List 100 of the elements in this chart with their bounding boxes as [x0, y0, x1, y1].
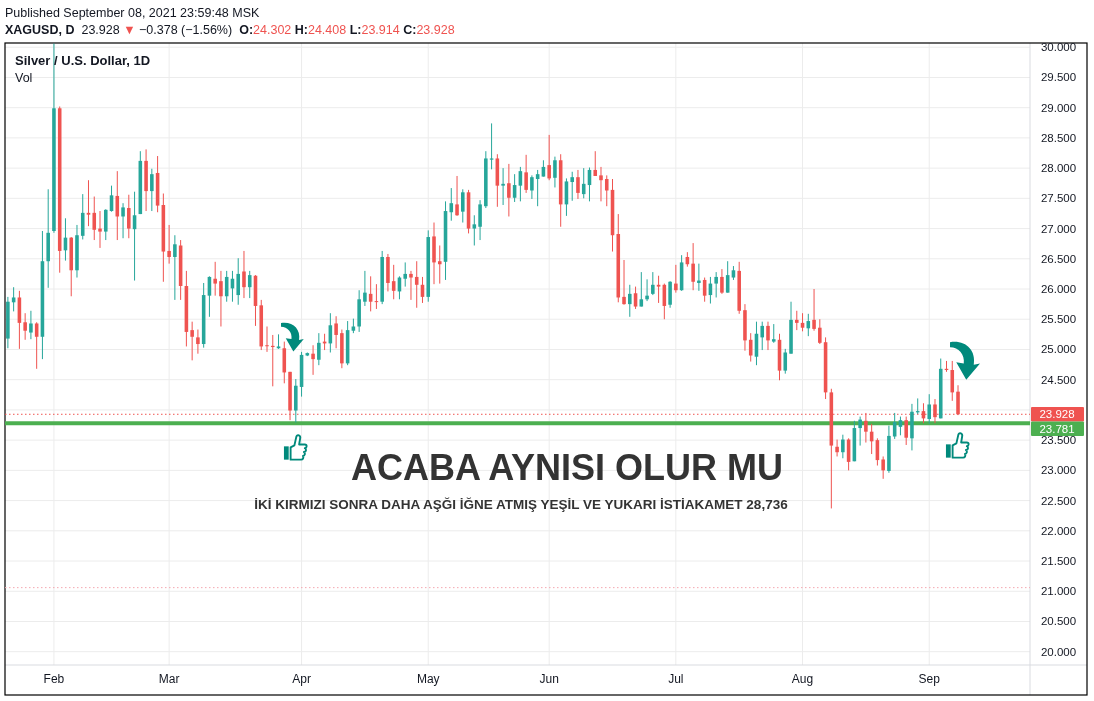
candlestick: [213, 261, 217, 297]
y-tick-label: 20.500: [1040, 615, 1077, 628]
candlestick: [334, 315, 338, 349]
candlestick: [270, 334, 275, 387]
candlestick: [363, 270, 367, 307]
candlestick: [265, 326, 269, 353]
candlestick: [691, 242, 695, 291]
candlestick: [639, 271, 644, 308]
y-tick-label: 22.000: [1040, 524, 1077, 537]
x-tick-label: Aug: [791, 672, 814, 686]
x-tick-label: Mar: [158, 672, 180, 686]
candlestick: [242, 250, 246, 299]
candlestick: [461, 188, 465, 224]
candlestick: [150, 168, 154, 212]
candlestick: [98, 210, 102, 249]
y-tick-label: 28.000: [1040, 162, 1077, 175]
candlestick: [766, 321, 770, 351]
candlestick: [173, 234, 177, 301]
chart-subtitle: XAGUSD, D: [5, 23, 75, 37]
candlestick: [530, 174, 534, 200]
candlestick: [656, 275, 661, 304]
candlestick: [864, 412, 868, 444]
candlestick: [507, 163, 511, 217]
candlestick: [80, 193, 85, 240]
y-tick-label: 23.000: [1040, 464, 1077, 477]
candlestick: [581, 167, 586, 199]
x-tick-label: Sep: [918, 672, 941, 686]
candlestick: [628, 284, 632, 318]
candlestick: [167, 224, 171, 265]
y-tick-label: 25.000: [1040, 343, 1077, 356]
candlestick: [674, 264, 678, 294]
candlestick: [403, 261, 407, 288]
candlestick: [92, 196, 97, 241]
x-tick-label: May: [416, 672, 440, 686]
candlestick: [748, 332, 753, 363]
candlestick: [219, 270, 223, 327]
candlestick: [121, 202, 125, 239]
y-tick-label: 26.000: [1040, 283, 1077, 296]
y-tick-label: 21.500: [1040, 555, 1077, 568]
candlestick: [553, 156, 557, 188]
candlestick: [190, 321, 194, 361]
y-tick-label: 27.500: [1040, 192, 1077, 205]
candlestick: [501, 167, 505, 206]
candlestick: [771, 323, 776, 344]
candlestick: [950, 360, 955, 402]
candlestick: [196, 329, 200, 355]
y-tick-label: 30.000: [1040, 41, 1077, 54]
y-tick-label: 21.000: [1040, 585, 1077, 598]
candlestick: [317, 332, 321, 366]
candlestick: [956, 384, 960, 416]
y-tick-label: 24.500: [1040, 373, 1077, 386]
candlestick: [720, 268, 724, 295]
text: Silver / U.S. Dollar, 1D: [15, 53, 151, 68]
x-tick-label: Apr: [292, 672, 311, 686]
candlestick: [604, 174, 609, 207]
candlestick: [489, 122, 494, 170]
candlestick: [103, 208, 108, 241]
candlestick: [23, 312, 27, 341]
x-tick-label: Jun: [539, 672, 559, 686]
candlestick: [86, 179, 91, 227]
x-tick-label: Feb: [43, 672, 65, 686]
candlestick: [841, 434, 845, 459]
candlestick: [524, 154, 528, 194]
candlestick: [311, 344, 315, 376]
y-tick-label: 20.000: [1040, 645, 1077, 658]
candlestick: [858, 416, 862, 447]
candlestick: [599, 166, 603, 202]
ref-line-label: 23.781: [1039, 422, 1075, 435]
candlestick: [651, 271, 655, 296]
candlestick: [409, 270, 413, 301]
annotation: Vol: [15, 71, 33, 85]
candlestick: [576, 169, 580, 200]
candlestick: [927, 393, 932, 425]
candlestick: [414, 260, 419, 309]
candlestick: [455, 175, 459, 217]
annotation: İKİ KIRMIZI SONRA DAHA AŞĞI İĞNE ATMIŞ YEŞİL VE YUKARI İSTİAKAMET 28,736: [254, 497, 789, 512]
candlestick: [812, 288, 816, 332]
candlestick: [236, 257, 240, 306]
candlestick: [622, 259, 626, 306]
text: 23.928 ▼ −0.378 (−1.56%): [81, 23, 233, 37]
text: Published September 08, 2021 23:59:48 MSK: [5, 6, 260, 20]
candlestick: [760, 321, 765, 351]
candlestick: [547, 134, 551, 181]
candlestick: [29, 310, 33, 340]
candlestick: [783, 348, 788, 375]
candlestick: [472, 214, 477, 246]
candlestick: [593, 150, 598, 177]
candlestick: [795, 310, 799, 331]
y-tick-label: 28.500: [1040, 131, 1077, 144]
candlestick: [449, 187, 454, 222]
y-tick-label: 26.500: [1040, 252, 1077, 265]
candlestick: [127, 194, 131, 239]
y-tick-label: 23.500: [1040, 434, 1077, 447]
y-tick-label: 25.500: [1040, 313, 1077, 326]
y-tick-label: 22.500: [1040, 494, 1077, 507]
candlestick: [247, 270, 252, 299]
x-tick-label: Jul: [668, 672, 684, 686]
text: O:24.302 H:24.408 L:23.914 C:23.928: [239, 23, 455, 37]
annotation: ACABA AYNISI OLUR MU: [350, 447, 784, 488]
candlestick: [818, 318, 822, 345]
